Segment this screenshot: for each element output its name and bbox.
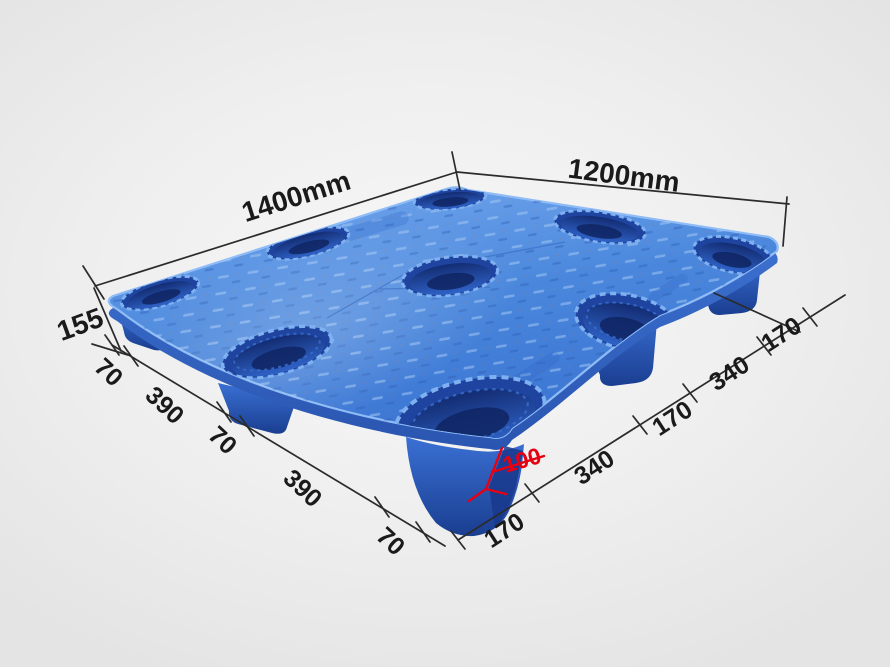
- right-segment-label: 340: [569, 445, 619, 491]
- foot-cavity: [400, 254, 500, 298]
- height-dimension-label: 155: [53, 302, 108, 347]
- dimension-tick: [682, 383, 698, 403]
- foot-cavity: [220, 324, 334, 380]
- width-dimension-label: 1200mm: [566, 153, 681, 198]
- foot-cavity: [692, 234, 774, 276]
- dimension-tick: [415, 521, 431, 543]
- height-dimension-line: [93, 287, 122, 352]
- right-segment-label: 170: [647, 396, 697, 442]
- dimension-extension-tick: [451, 151, 461, 191]
- foot-cavity: [412, 187, 488, 212]
- right-edge-dimension-line: [457, 294, 846, 541]
- chamfer-tick: [467, 487, 488, 503]
- dimension-tick: [632, 415, 648, 435]
- foot-cavity: [265, 225, 351, 261]
- left-segment-label: 70: [89, 353, 128, 392]
- dimension-tick: [104, 334, 120, 356]
- dimension-tick: [216, 401, 232, 423]
- deck-slot: [648, 273, 688, 303]
- dimension-extension-tick: [713, 292, 801, 333]
- left-edge-ticks: [104, 334, 431, 543]
- left-segment-label: 390: [140, 381, 190, 430]
- foot-cavity: [119, 274, 201, 312]
- dimension-tick: [802, 307, 818, 327]
- length-dimension-line: [94, 171, 458, 287]
- left-segment-label: 70: [203, 421, 242, 460]
- right-segment-label: 170: [756, 312, 806, 358]
- pallet-foot-front-corner-shade: [489, 446, 523, 528]
- dimension-tick: [239, 415, 255, 437]
- pallet: [107, 186, 779, 537]
- chamfer-tick: [484, 487, 508, 496]
- left-edge-dimension-line: [111, 344, 446, 547]
- chamfer-edge-line: [484, 446, 504, 491]
- dimension-tick: [756, 336, 772, 356]
- length-dimension-label: 1400mm: [238, 165, 354, 228]
- dimension-tick: [374, 496, 390, 518]
- dimension-extension-tick: [82, 265, 105, 300]
- dimension-extension-tick: [782, 196, 788, 247]
- right-edge-ticks: [450, 307, 818, 550]
- foot-cavity: [553, 209, 647, 245]
- chamfer-leader-line: [490, 454, 546, 474]
- left-segment-label: 70: [371, 522, 410, 561]
- dimension-tick: [123, 345, 139, 367]
- dimension-tick: [524, 483, 540, 503]
- dimension-extension-tick: [91, 343, 129, 356]
- width-dimension-line: [456, 171, 790, 205]
- dimension-tick: [450, 530, 466, 550]
